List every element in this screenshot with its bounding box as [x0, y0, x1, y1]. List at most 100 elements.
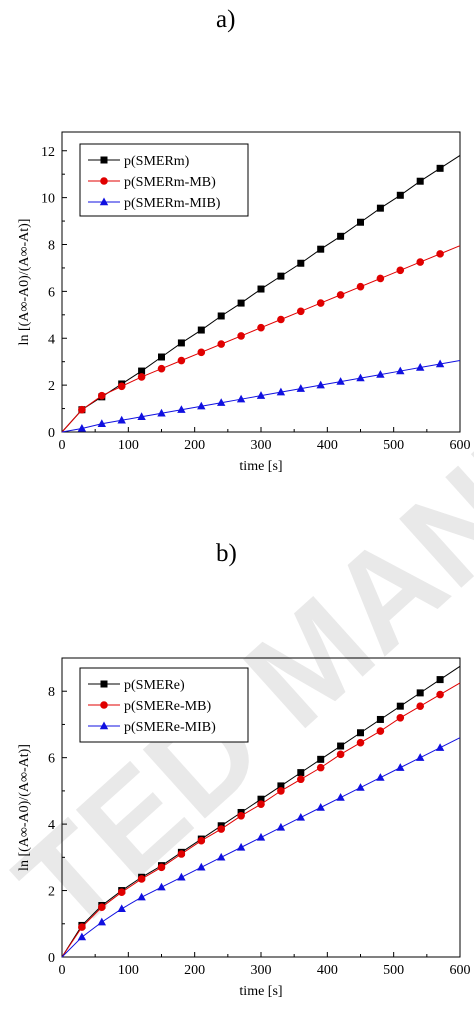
data-point [376, 715, 384, 723]
y-tick-label: 0 [48, 951, 55, 966]
data-point [257, 800, 265, 808]
chart-b: 0 100 200 300 400 500 600 0 2 4 6 8 time [s] ln [(A∞-… [17, 657, 471, 999]
y-tick-label: 4 [48, 818, 55, 833]
x-tick-label: 600 [450, 963, 471, 978]
data-point [376, 773, 385, 781]
data-point [157, 364, 166, 373]
data-point [416, 753, 425, 761]
data-point [177, 405, 186, 413]
data-point [357, 729, 364, 737]
data-point [296, 384, 305, 392]
data-point [138, 367, 146, 375]
data-point [217, 340, 225, 348]
data-point [276, 387, 286, 396]
data-point [197, 401, 206, 410]
data-point [177, 872, 186, 881]
y-tick-label: 6 [48, 752, 55, 767]
data-point [336, 291, 345, 299]
y-tick-label: 2 [48, 885, 55, 900]
legend-label: p(SMERm-MB) [124, 175, 216, 190]
data-point [157, 882, 166, 891]
data-point [297, 769, 305, 777]
data-point [277, 315, 285, 324]
legend-marker [100, 680, 108, 688]
x-tick-label: 100 [118, 963, 139, 978]
legend: p(SMERm) p(SMERm-MB) p(SMERm-MIB) [79, 143, 249, 217]
data-point [297, 259, 305, 267]
data-point [98, 391, 106, 400]
data-point [277, 272, 285, 280]
data-point [356, 783, 365, 791]
data-point [217, 398, 226, 406]
data-point [137, 892, 146, 901]
data-point [97, 917, 106, 926]
data-point [356, 738, 365, 747]
panel-b-label: b) [216, 540, 237, 567]
data-point [416, 689, 424, 697]
x-tick-label: 300 [251, 963, 272, 978]
data-point [77, 423, 87, 432]
data-point [257, 285, 265, 293]
data-point [77, 932, 87, 941]
data-point [78, 405, 86, 414]
data-point [257, 795, 265, 803]
x-tick-label: 300 [251, 438, 272, 453]
data-point [256, 391, 266, 399]
data-point [396, 714, 405, 722]
data-point [296, 812, 305, 821]
x-tick-label: 400 [317, 963, 338, 978]
data-point [117, 904, 126, 913]
data-point [416, 258, 425, 266]
y-tick-label: 8 [48, 239, 55, 254]
data-point [177, 356, 186, 365]
data-point [376, 727, 385, 735]
data-point [317, 755, 325, 763]
data-point [276, 822, 286, 831]
data-point [376, 204, 384, 212]
data-point [357, 218, 364, 226]
y-axis-title: ln [(A∞-A0)/(A∞-At)] [17, 219, 32, 346]
data-point [336, 750, 345, 759]
data-point [236, 394, 246, 403]
data-point [277, 782, 285, 790]
data-point [237, 812, 245, 820]
data-point [217, 852, 226, 861]
data-point [277, 787, 285, 795]
x-tick-label: 500 [383, 438, 404, 453]
x-tick-label: 500 [383, 963, 404, 978]
data-point [117, 415, 126, 424]
data-point [436, 164, 444, 172]
data-point [256, 832, 266, 841]
y-tick-label: 8 [48, 685, 55, 700]
legend-label: p(SMERe-MB) [124, 699, 211, 714]
x-axis-title: time [s] [239, 984, 282, 999]
legend-label: p(SMERm-MIB) [124, 196, 221, 211]
legend-label: p(SMERe-MIB) [124, 720, 216, 735]
data-point [137, 373, 146, 381]
data-point [337, 742, 345, 750]
data-point [117, 382, 126, 391]
data-point [376, 274, 385, 283]
legend-label: p(SMERe) [124, 678, 185, 693]
data-point [396, 763, 405, 771]
data-point [316, 763, 325, 772]
y-tick-label: 10 [41, 192, 55, 207]
x-tick-label: 200 [184, 963, 205, 978]
y-axis-title: ln [(A∞-A0)/(A∞-At)] [17, 744, 32, 871]
legend-box [79, 143, 249, 217]
data-point [197, 862, 206, 871]
data-point [157, 863, 166, 872]
legend-marker [99, 197, 109, 206]
series-2 [61, 245, 461, 433]
data-point [356, 282, 365, 291]
data-point [158, 353, 165, 361]
x-tick-label: 600 [450, 438, 471, 453]
data-point [336, 793, 345, 801]
legend-label: p(SMERm) [124, 154, 190, 169]
data-point [177, 850, 186, 858]
data-point [435, 743, 445, 751]
data-point [97, 419, 106, 427]
data-point [396, 266, 405, 275]
data-point [316, 380, 325, 389]
legend: p(SMERe) p(SMERe-MB) p(SMERe-MIB) [79, 667, 249, 743]
